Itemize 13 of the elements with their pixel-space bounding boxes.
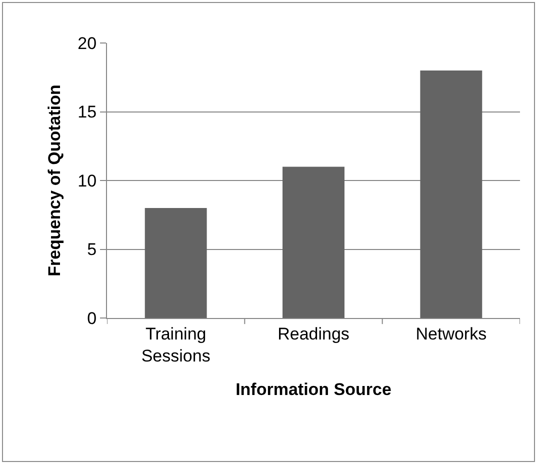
y-tick-label: 10 bbox=[78, 171, 97, 190]
y-tick-label: 20 bbox=[78, 34, 97, 53]
bar bbox=[420, 70, 482, 318]
bar bbox=[282, 166, 344, 318]
bar bbox=[144, 208, 207, 318]
x-tick-label: Networks bbox=[416, 324, 487, 344]
x-tick-label: Training Sessions bbox=[141, 324, 210, 366]
y-tick-label: 0 bbox=[87, 308, 97, 328]
x-axis-title: Information Source bbox=[236, 380, 392, 399]
y-axis-title: Frequency of Quotation bbox=[45, 84, 64, 276]
y-tick-label: 15 bbox=[78, 102, 97, 122]
y-tick-label: 5 bbox=[87, 240, 97, 260]
x-tick-label: Readings bbox=[278, 324, 350, 344]
